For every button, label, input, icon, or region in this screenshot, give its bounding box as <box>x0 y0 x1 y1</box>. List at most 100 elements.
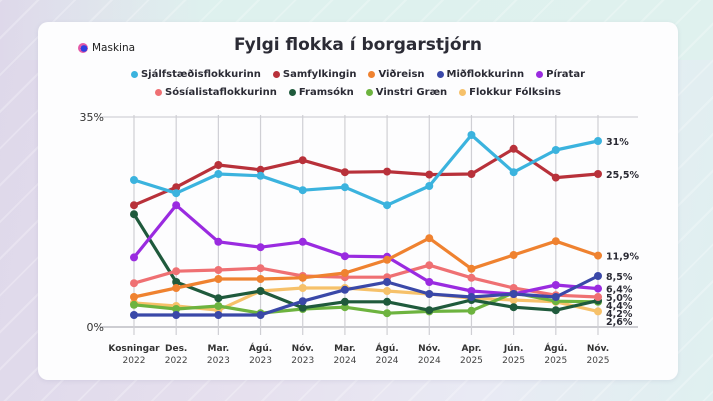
chart-card: Maskina Fylgi flokka í borgarstjórn Sjál… <box>38 22 678 380</box>
series-line <box>132 286 600 313</box>
data-point <box>509 144 518 153</box>
data-point <box>214 302 223 310</box>
x-tick-year: 2022 <box>165 356 188 366</box>
legend-label: Viðreisn <box>378 69 425 80</box>
data-point <box>214 311 223 319</box>
x-tick-year: 2023 <box>249 356 272 366</box>
data-point <box>298 237 307 246</box>
data-point <box>425 234 434 243</box>
x-tick-label: Ágú. <box>249 342 272 354</box>
y-tick-label: 35% <box>80 111 104 124</box>
series-line <box>132 263 600 299</box>
data-point <box>509 296 518 304</box>
legend-swatch <box>436 71 444 78</box>
data-point <box>172 278 181 286</box>
data-point <box>214 170 223 178</box>
data-point <box>467 131 476 139</box>
data-point <box>172 189 181 198</box>
data-point <box>509 303 518 312</box>
data-point <box>551 306 560 315</box>
series-line <box>132 274 600 317</box>
data-point <box>383 255 392 264</box>
data-point <box>340 183 349 192</box>
legend-swatch <box>368 71 376 78</box>
x-tick-label: Ágú. <box>544 342 567 354</box>
data-point <box>425 182 434 190</box>
data-point <box>467 170 476 178</box>
legend-label: Framsókn <box>298 87 354 98</box>
data-point <box>425 278 434 286</box>
data-point <box>340 297 349 306</box>
x-tick-label: Kosningar <box>108 344 160 354</box>
x-tick-year: 2025 <box>460 356 483 366</box>
data-point <box>509 168 518 177</box>
x-tick-year: 2024 <box>376 356 399 366</box>
data-point <box>172 201 181 210</box>
x-tick-label: Des. <box>165 344 187 354</box>
end-value-label: 5,0% <box>606 293 633 304</box>
data-point <box>594 251 602 260</box>
data-point <box>172 311 181 319</box>
x-tick-year: 2023 <box>291 356 314 366</box>
data-point <box>214 275 223 283</box>
data-point <box>340 252 349 261</box>
legend-swatch <box>536 71 544 78</box>
data-point <box>298 303 307 312</box>
legend-swatch <box>288 89 296 96</box>
legend-label: Flokkur Fólksins <box>469 87 561 98</box>
data-point <box>594 272 602 280</box>
legend-item: Píratar <box>536 69 585 80</box>
legend-item: Sósíalistaflokkurinn <box>155 87 277 98</box>
data-point <box>467 273 476 282</box>
data-point <box>130 279 138 288</box>
data-point <box>551 146 560 154</box>
data-point <box>509 251 518 259</box>
end-value-label: 4,2% <box>606 309 633 320</box>
data-point <box>298 273 307 282</box>
legend-item: Vinstri Græn <box>365 87 448 98</box>
data-point <box>214 266 223 274</box>
data-point <box>594 307 602 316</box>
x-tick-year: 2024 <box>418 356 441 366</box>
data-point <box>298 297 307 306</box>
data-point <box>425 306 434 315</box>
data-point <box>383 278 392 286</box>
series-line <box>132 147 600 207</box>
legend-label: Miðflokkurinn <box>446 69 525 80</box>
data-point <box>172 267 181 276</box>
end-value-label: 31% <box>606 137 629 148</box>
data-point <box>383 297 392 306</box>
x-tick-label: Nóv. <box>292 343 314 354</box>
legend-item: Flokkur Fólksins <box>459 87 561 98</box>
data-point <box>214 294 223 303</box>
x-tick-label: Nóv. <box>587 343 609 354</box>
line-chart: 35% 0% Kosningar 2022 Des. 2022 Mar. 2023 Ágú. 20… <box>80 111 640 366</box>
legend-label: Vinstri Græn <box>375 87 448 98</box>
legend-row-1: Sjálfstæðisflokkurinn Samfylkingin Viðreis… <box>38 69 678 81</box>
legend-label: Sósíalistaflokkurinn <box>165 87 277 98</box>
data-point <box>130 176 138 184</box>
x-tick-label: Mar. <box>208 344 230 354</box>
data-point <box>383 287 392 295</box>
data-point <box>383 309 392 318</box>
data-point <box>467 293 476 301</box>
x-tick-year: 2023 <box>207 356 230 366</box>
x-tick-year: 2025 <box>587 356 610 366</box>
data-point <box>172 183 181 192</box>
legend-item: Viðreisn <box>368 69 425 80</box>
data-point <box>551 173 560 182</box>
data-point <box>383 167 392 176</box>
data-point <box>551 237 560 246</box>
legend-swatch <box>272 71 280 78</box>
legend-swatch <box>155 89 163 96</box>
data-point <box>551 293 560 301</box>
data-point <box>256 165 265 174</box>
data-point <box>340 285 349 294</box>
data-point <box>298 156 307 165</box>
data-point <box>130 201 138 210</box>
data-point <box>340 168 349 177</box>
data-point <box>130 300 138 309</box>
legend-label: Píratar <box>546 69 586 80</box>
data-point <box>383 201 392 210</box>
data-point <box>298 186 307 195</box>
